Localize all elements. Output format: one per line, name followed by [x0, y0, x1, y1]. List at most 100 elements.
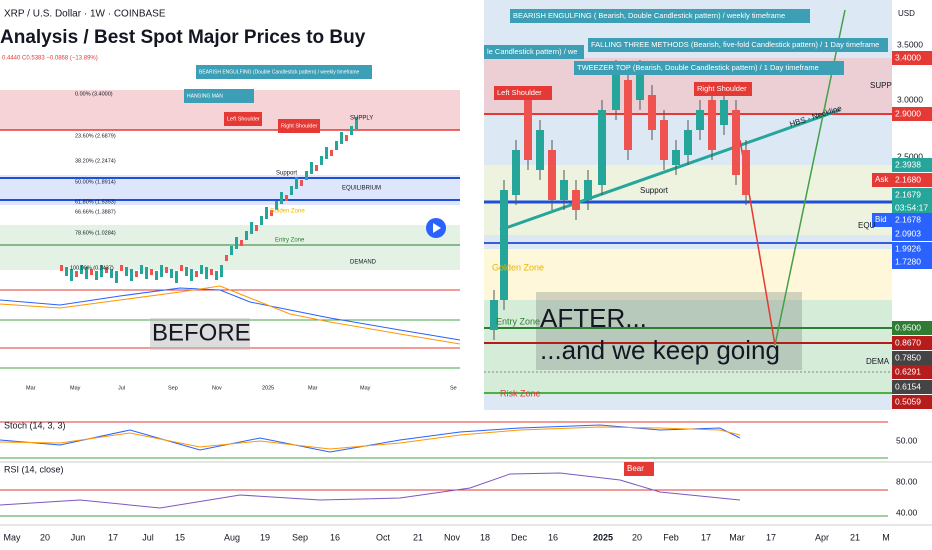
price-label-box: [892, 107, 932, 121]
candle-body: [150, 269, 153, 275]
ask-label: Ask: [875, 175, 889, 184]
supply-label: SUPP: [870, 81, 892, 90]
bid-label-box: [872, 213, 892, 227]
price-label: 2.1680: [895, 174, 921, 184]
candle-body: [560, 180, 568, 200]
candle-body: [60, 265, 63, 271]
candle-body: [355, 117, 358, 129]
price-label-box: [892, 201, 932, 215]
price-label: 2.3938: [895, 159, 921, 169]
candle-body: [290, 186, 293, 195]
time-label: Nov: [212, 385, 222, 391]
time-label: 20: [632, 532, 642, 542]
candle-body: [70, 269, 73, 281]
pattern-label: HANGING MAN: [187, 93, 223, 99]
candle-body: [210, 269, 213, 275]
time-label: 16: [330, 532, 340, 542]
price-label-box: [892, 188, 932, 202]
price-label: 0.7850: [895, 352, 921, 362]
price-label-box: [892, 242, 932, 256]
rsi-line: [0, 472, 741, 509]
candle-body: [180, 265, 183, 271]
candle-body: [310, 162, 313, 174]
price-label-box: [892, 158, 932, 172]
candle-body: [190, 269, 193, 281]
candle-body: [75, 271, 78, 277]
indicator-line: [0, 285, 461, 345]
candles: [60, 117, 358, 283]
candle-body: [155, 271, 158, 280]
play-icon: [433, 223, 441, 233]
time-label: Jul: [142, 532, 154, 542]
pane-title: RSI (14, close): [4, 464, 64, 474]
price-label: 0.9500: [895, 322, 921, 332]
pattern-label: le Candlestick pattern) / we: [487, 47, 577, 56]
candle-body: [280, 192, 283, 204]
candle-body: [300, 180, 303, 186]
shoulder-label-box: [224, 112, 262, 126]
candle-body: [512, 150, 520, 195]
equilibrium-label: EQU: [858, 221, 876, 230]
caption-box: [536, 292, 802, 370]
price-label: 0.8670: [895, 337, 921, 347]
pattern-label-box: [574, 61, 844, 75]
indicator-line: [0, 287, 461, 341]
price-label-box: [892, 255, 932, 269]
candle-body: [536, 130, 544, 170]
pattern-label-box: [588, 38, 888, 52]
candle-body: [742, 150, 750, 195]
candle-body: [100, 265, 103, 277]
pattern-label: BEARISH ENGULFING (Double Candlestick pa…: [199, 69, 360, 75]
pattern-label-box: [484, 45, 584, 59]
candle-body: [490, 300, 498, 330]
fib-label: 0.00% (3.4000): [75, 91, 113, 97]
time-label: 15: [175, 532, 185, 542]
candle-body: [708, 100, 716, 150]
price-axis-unit: USD: [898, 9, 915, 18]
shoulder-label-box: [494, 86, 552, 100]
equilibrium-zone: [484, 165, 892, 235]
candle-body: [250, 222, 253, 234]
candle-body: [260, 216, 263, 225]
title: Analysis / Best Spot Major Prices to Buy: [0, 27, 366, 48]
price-label: 1.7280: [895, 256, 921, 266]
time-label: 21: [850, 532, 860, 542]
fib-label: 23.60% (2.6879): [75, 133, 116, 139]
caption-box: [150, 318, 250, 350]
bid-label: Bid: [875, 215, 887, 224]
indicator-panes: [0, 410, 932, 525]
pattern-label: BEARISH ENGULFING ( Bearish, Double Cand…: [513, 11, 785, 20]
supply-label: SUPPLY: [350, 116, 373, 122]
candle-body: [225, 255, 228, 261]
candle-body: [200, 265, 203, 274]
shoulder-label: Left Shoulder: [497, 88, 542, 97]
price-label-box: [892, 351, 932, 365]
entry-zone-label: Entry Zone: [275, 238, 305, 244]
price-label: 0.6154: [895, 381, 921, 391]
candle-body: [648, 95, 656, 130]
candle-body: [572, 190, 580, 210]
candle-body: [330, 150, 333, 156]
candle-body: [255, 225, 258, 231]
shoulder-label-box: [694, 82, 752, 96]
price-label-box: [892, 336, 932, 350]
candle-body: [230, 246, 233, 255]
candle-body: [612, 70, 620, 110]
price-label-box: [892, 365, 932, 379]
time-label: 2025: [593, 532, 613, 542]
price-label: 03:54:17: [895, 202, 928, 212]
candle-body: [165, 267, 168, 273]
candle-body: [584, 180, 592, 200]
candle-body: [500, 190, 508, 300]
demand-label: DEMAND: [350, 260, 377, 266]
candle-body: [265, 207, 268, 219]
entry-zone: [484, 300, 892, 395]
golden-zone-label: Golden Zone: [270, 209, 305, 215]
candle-body: [732, 110, 740, 175]
equilibrium-label: EQUILIBRIUM: [342, 186, 381, 192]
candle-body: [720, 100, 728, 125]
candle-body: [160, 265, 163, 277]
signal-label: Bear: [627, 464, 644, 473]
price-label: 3.5000: [897, 39, 923, 49]
price-label: 2.1679: [895, 189, 921, 199]
